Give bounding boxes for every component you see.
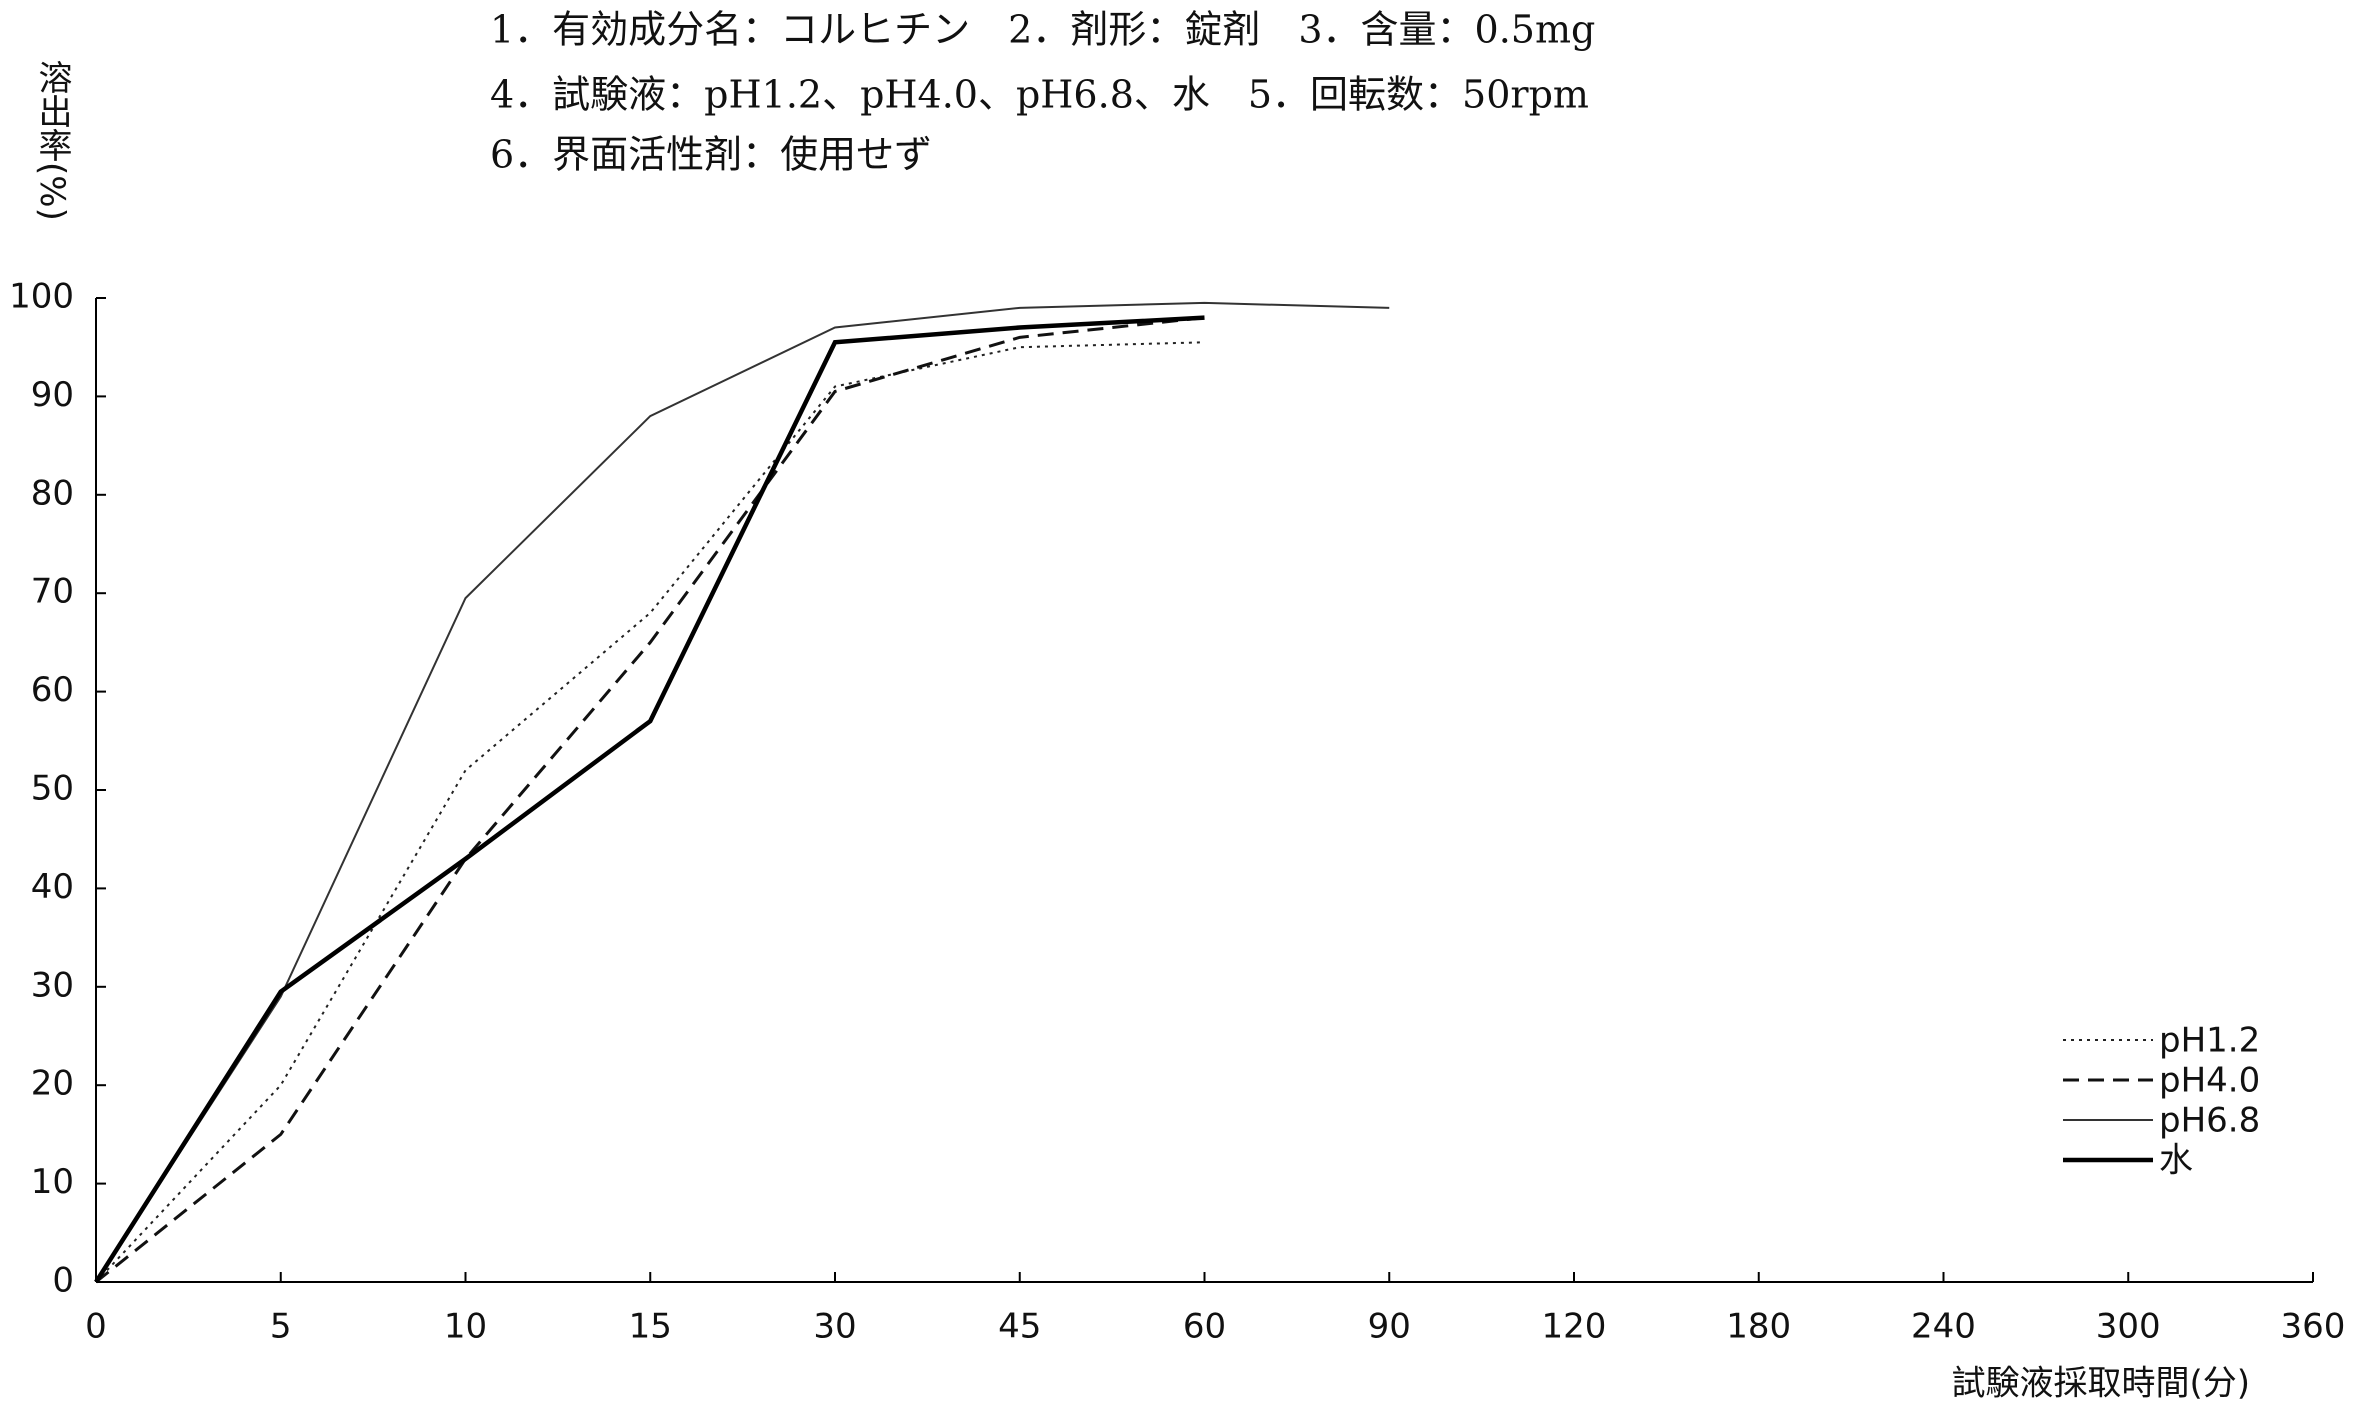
y-tick-label: 100 (9, 277, 74, 317)
x-tick-label: 15 (629, 1307, 672, 1347)
x-axis-label: 試験液採取時間(分) (1951, 1364, 2250, 1404)
y-tick-label: 60 (31, 670, 74, 710)
x-tick-label: 60 (1183, 1307, 1226, 1347)
series-line (95, 301, 1390, 1283)
series-line (95, 316, 1205, 1284)
y-tick-label: 10 (31, 1162, 74, 1202)
x-tick-label: 180 (1726, 1307, 1791, 1347)
y-tick-label: 0 (52, 1261, 74, 1301)
x-tick-label: 90 (1368, 1307, 1411, 1347)
x-tick-label: 120 (1542, 1307, 1607, 1347)
legend-label: 水 (2159, 1141, 2193, 1181)
series-line (94, 315, 1205, 1284)
y-tick-label: 50 (31, 769, 74, 809)
x-tick-label: 0 (85, 1307, 107, 1347)
x-tick-label: 10 (444, 1307, 487, 1347)
x-tick-label: 300 (2096, 1307, 2161, 1347)
legend-label: pH4.0 (2159, 1061, 2260, 1101)
x-tick-label: 5 (270, 1307, 292, 1347)
chart-title: 4．試験液：pH1.2、pH4.0、pH6.8、水 5．回転数：50rpm (490, 73, 1589, 117)
y-tick-label: 20 (31, 1064, 74, 1104)
x-tick-label: 45 (998, 1307, 1041, 1347)
legend-label: pH1.2 (2159, 1021, 2260, 1061)
x-tick-label: 360 (2281, 1307, 2346, 1347)
y-tick-label: 40 (31, 867, 74, 907)
x-tick-label: 30 (813, 1307, 856, 1347)
series-line (95, 341, 1205, 1283)
y-tick-label: 90 (31, 375, 74, 415)
y-tick-label: 30 (31, 965, 74, 1005)
legend-label: pH6.8 (2159, 1101, 2260, 1141)
chart-title: 6．界面活性剤：使用せず (490, 133, 932, 177)
y-tick-label: 80 (31, 473, 74, 513)
x-tick-label: 240 (1911, 1307, 1976, 1347)
y-axis-label: 溶出率(%) (32, 60, 72, 221)
chart-title: 1．有効成分名：コルヒチン 2．剤形：錠剤 3．含量：0.5mg (490, 8, 1595, 52)
y-tick-label: 70 (31, 572, 74, 612)
